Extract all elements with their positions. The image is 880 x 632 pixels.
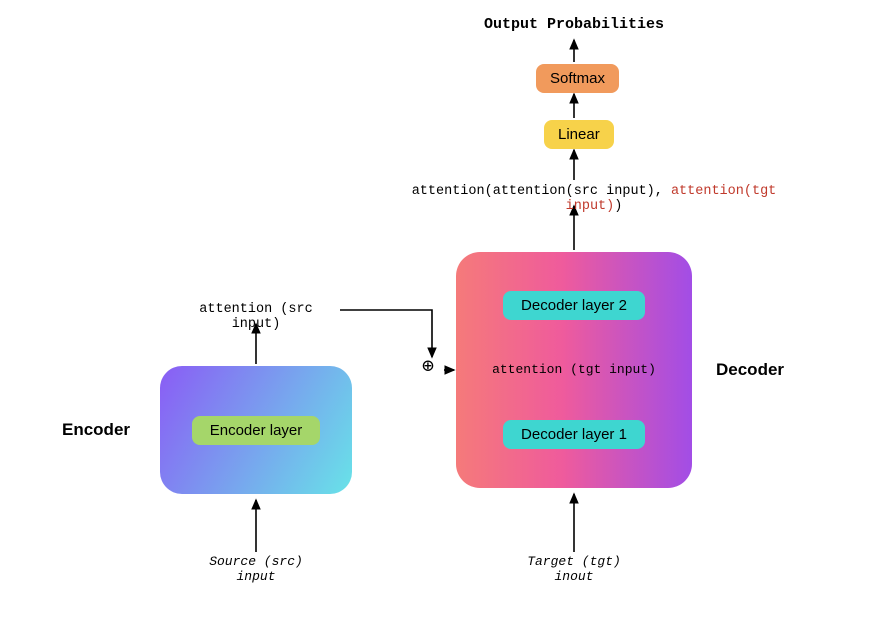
attention-formula: attention(attention(src input), attentio… [384,184,804,214]
decoder-attention-tgt: attention (tgt input) [492,362,656,377]
softmax-box: Softmax [536,64,619,93]
encoder-layer: Encoder layer [192,416,321,445]
encoder-title: Encoder [62,420,130,440]
target-input-label: Target (tgt) inout [510,554,638,584]
source-input-label: Source (src) input [190,554,322,584]
diagram-edges [0,0,880,632]
decoder-layer-1: Decoder layer 1 [503,420,645,449]
encoder-block: Encoder layer [160,366,352,494]
formula-prefix: attention(attention(src input), [412,184,671,199]
decoder-block: Decoder layer 2 attention (tgt input) De… [456,252,692,488]
linear-box: Linear [544,120,614,149]
formula-suffix: ) [614,199,622,214]
combine-op-icon: ⊕ [422,358,434,378]
attention-src-label: attention (src input) [172,302,340,332]
decoder-title: Decoder [716,360,784,380]
output-title: Output Probabilities [480,16,668,33]
decoder-layer-2: Decoder layer 2 [503,291,645,320]
